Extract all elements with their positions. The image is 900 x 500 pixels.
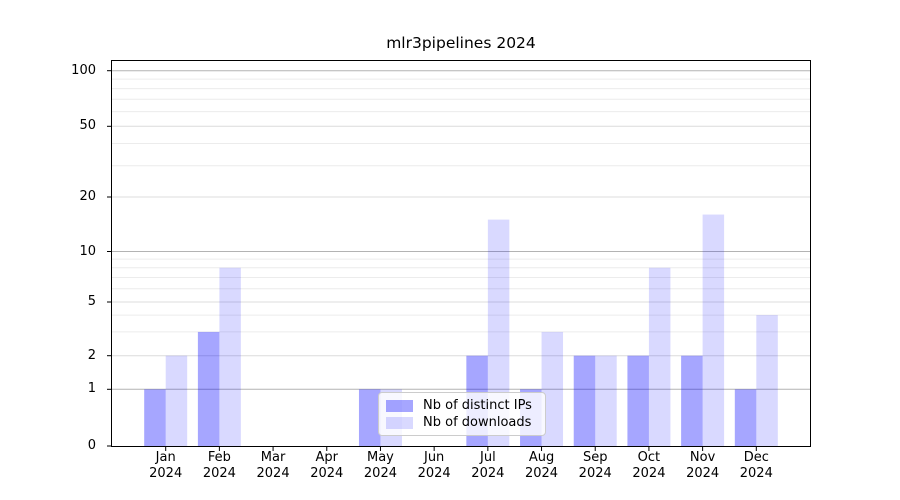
bar-jan-downloads — [165, 355, 188, 446]
y-tick-label-50: 50 — [79, 118, 96, 134]
bar-sep-distinct-ips — [573, 355, 596, 446]
y-tick-label-1: 1 — [87, 381, 96, 397]
bar-may-distinct-ips — [358, 389, 381, 446]
x-tick-label-may: May 2024 — [363, 450, 397, 481]
x-tick-label-aug: Aug 2024 — [524, 450, 559, 481]
chart-title: mlr3pipelines 2024 — [386, 34, 536, 52]
y-tick-label-0: 0 — [87, 438, 96, 453]
bar-nov-downloads — [702, 214, 725, 446]
x-tick-label-sep: Sep 2024 — [578, 450, 612, 481]
legend-label-distinct-ips: Nb of distinct IPs — [423, 398, 532, 413]
x-tick-label-dec: Dec 2024 — [739, 450, 773, 481]
y-tick-label-2: 2 — [87, 347, 96, 363]
bar-nov-distinct-ips — [681, 355, 703, 446]
bar-sep-downloads — [595, 355, 617, 446]
bar-dec-distinct-ips — [734, 389, 757, 446]
bar-feb-distinct-ips — [197, 331, 220, 446]
plot-area — [107, 60, 811, 451]
y-tick-label-10: 10 — [79, 243, 96, 259]
x-tick-label-mar: Mar 2024 — [256, 450, 290, 481]
legend-label-downloads: Nb of downloads — [423, 415, 532, 430]
y-tick-label-5: 5 — [87, 294, 96, 309]
y-tick-label-100: 100 — [71, 62, 96, 78]
x-tick-label-jun: Jun 2024 — [417, 450, 451, 481]
x-tick-label-apr: Apr 2024 — [310, 450, 344, 481]
x-tick-label-nov: Nov 2024 — [686, 450, 720, 481]
legend-item-distinct-ips: Nb of distinct IPs — [386, 397, 537, 414]
bar-jan-distinct-ips — [144, 389, 166, 446]
x-tick-label-jul: Jul 2024 — [471, 450, 505, 481]
bar-oct-distinct-ips — [627, 355, 649, 446]
x-tick-label-jan: Jan 2024 — [149, 450, 183, 481]
bar-dec-downloads — [756, 315, 778, 446]
legend-swatch-downloads — [386, 416, 413, 429]
legend: Nb of distinct IPs Nb of downloads — [378, 392, 546, 436]
legend-swatch-distinct-ips — [386, 399, 413, 412]
bar-jul-downloads — [487, 219, 510, 446]
bar-oct-downloads — [648, 267, 671, 446]
bar-feb-downloads — [219, 267, 241, 446]
y-tick-label-20: 20 — [79, 189, 96, 204]
chart-canvas — [107, 70, 810, 451]
x-tick-label-oct: Oct 2024 — [632, 450, 666, 481]
bar-aug-downloads — [541, 331, 564, 446]
legend-item-downloads: Nb of downloads — [386, 414, 537, 431]
x-tick-label-feb: Feb 2024 — [202, 450, 236, 481]
